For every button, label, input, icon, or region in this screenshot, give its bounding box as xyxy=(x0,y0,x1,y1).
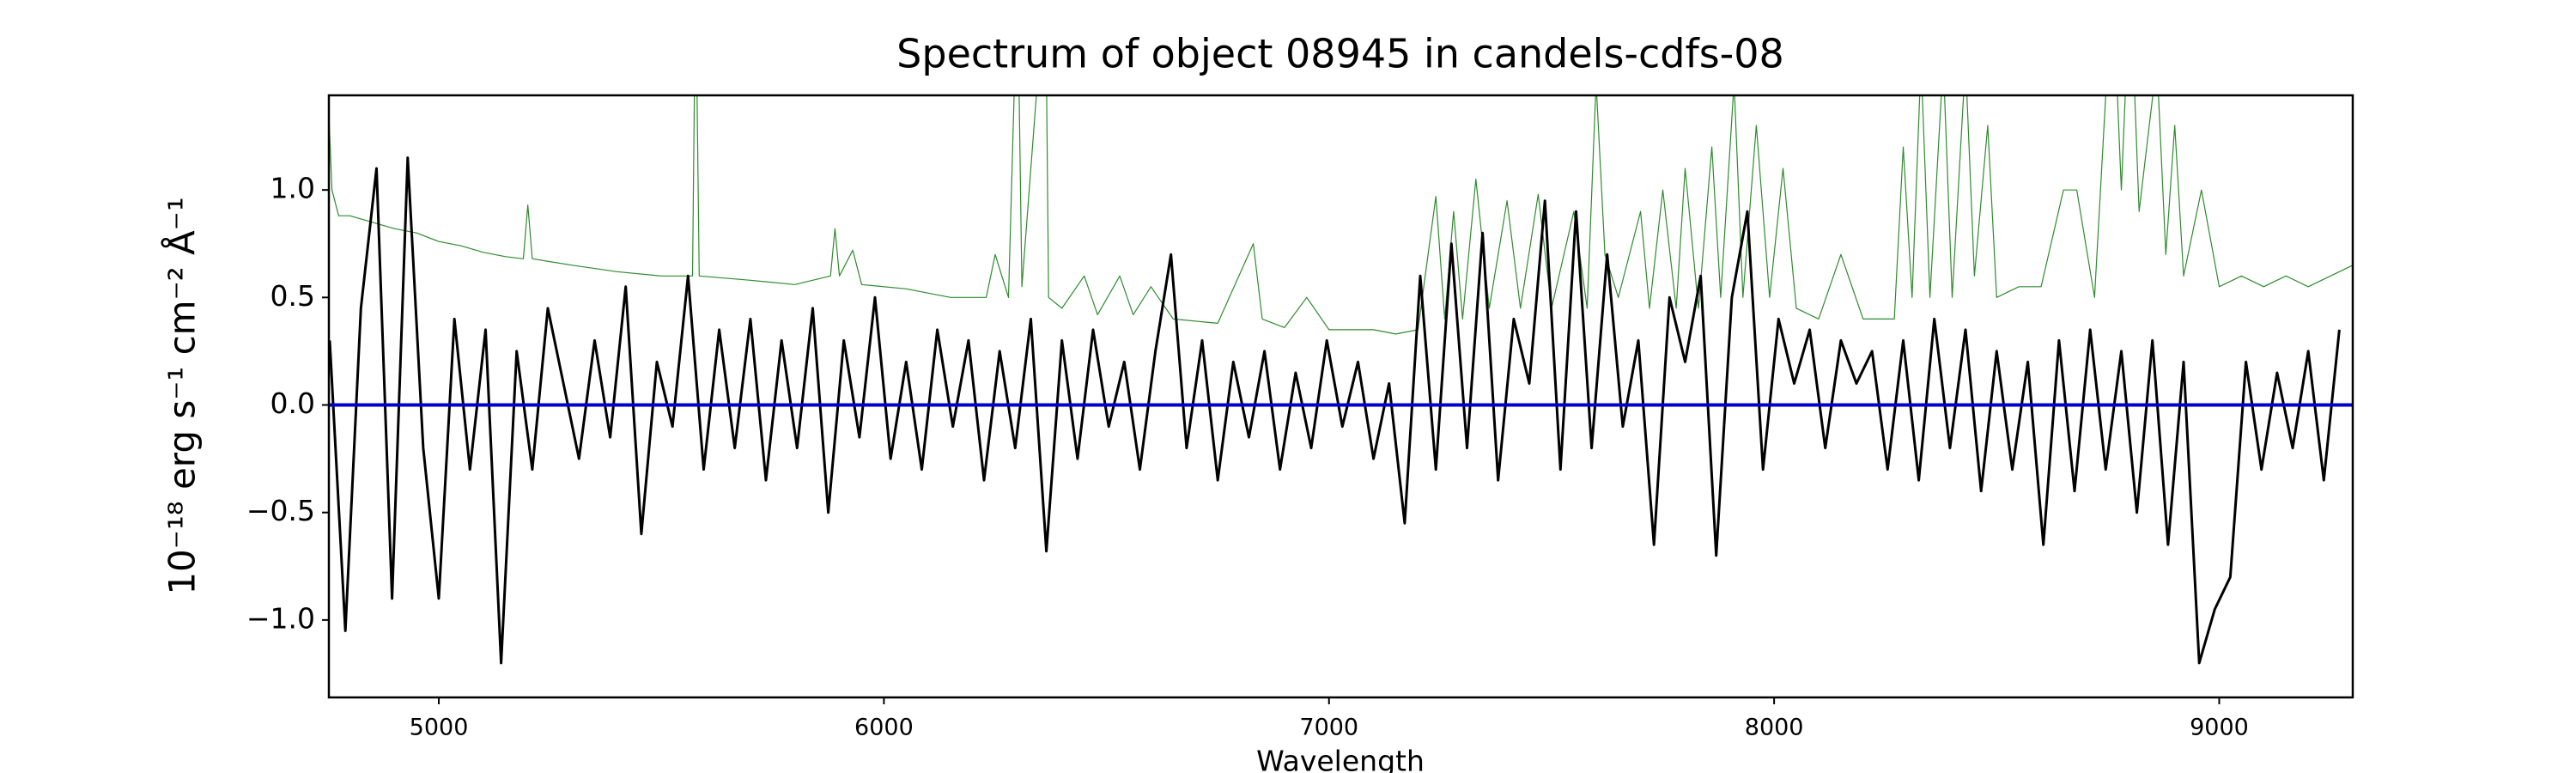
chart-title: Spectrum of object 08945 in candels-cdfs… xyxy=(896,31,1784,77)
y-tick-label: −1.0 xyxy=(246,601,315,635)
spectrum-line xyxy=(329,95,2353,335)
y-axis-label: 10⁻¹⁸ erg s⁻¹ cm⁻² Å⁻¹ xyxy=(161,197,204,594)
y-tick-label: 0.5 xyxy=(270,279,315,313)
spectrum-line xyxy=(329,156,2341,665)
axes-frame xyxy=(327,94,2354,699)
x-tick-label: 8000 xyxy=(1745,715,1804,741)
x-tick-label: 7000 xyxy=(1299,715,1358,741)
y-tick-label: 1.0 xyxy=(270,172,315,205)
x-tick-label: 9000 xyxy=(2190,715,2249,741)
plot-area xyxy=(329,95,2353,665)
x-axis-label: Wavelength xyxy=(1256,745,1425,773)
y-tick-label: 0.0 xyxy=(270,386,315,420)
x-tick-label: 6000 xyxy=(854,715,914,741)
x-tick-label: 5000 xyxy=(410,715,469,741)
y-tick-label: −0.5 xyxy=(246,494,315,527)
